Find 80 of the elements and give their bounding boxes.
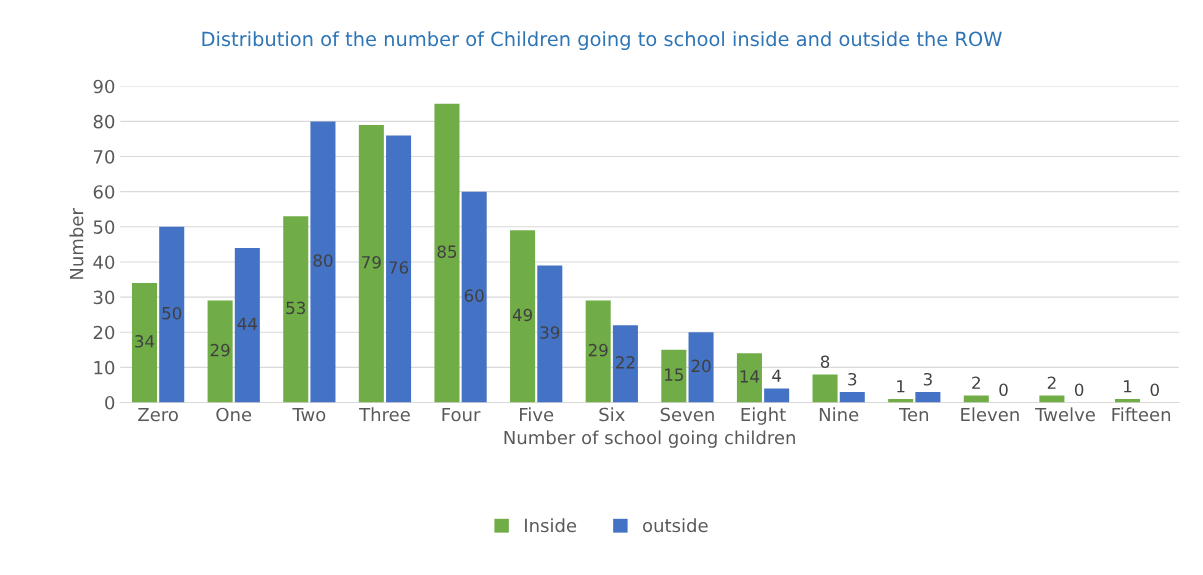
y-tick-label: 70 <box>93 149 115 164</box>
data-label: 20 <box>691 359 711 373</box>
data-label: 53 <box>286 301 305 315</box>
data-label: 2 <box>972 376 980 389</box>
y-tick-label: 90 <box>93 79 115 94</box>
bar <box>1039 395 1065 403</box>
bar <box>386 135 412 403</box>
x-tick-label: Eight <box>741 407 786 425</box>
bar <box>234 247 260 403</box>
bar <box>688 332 714 403</box>
data-label: 14 <box>740 370 760 383</box>
x-tick-label: Three <box>359 407 410 422</box>
bar <box>915 391 941 403</box>
data-label: 76 <box>389 261 409 274</box>
x-axis-title: Number of school going children <box>504 430 795 448</box>
x-tick-label: Six <box>599 407 625 422</box>
data-label: 49 <box>512 308 533 322</box>
x-tick-label: Seven <box>660 407 714 422</box>
x-tick-label: Fifteen <box>1112 407 1171 422</box>
data-label: 4 <box>772 369 782 382</box>
bar <box>963 395 989 403</box>
data-label: 2 <box>1047 376 1056 389</box>
bar <box>537 265 563 403</box>
y-tick-label: 0 <box>105 395 115 410</box>
data-label: 15 <box>665 368 683 381</box>
bar <box>510 230 536 403</box>
data-label: 3 <box>848 372 857 386</box>
bar <box>736 353 762 403</box>
x-tick-label: One <box>216 407 252 422</box>
bar <box>207 300 233 403</box>
legend-label: Inside <box>525 518 577 533</box>
bar <box>159 226 185 403</box>
y-tick-label: 50 <box>93 220 115 234</box>
y-tick-label: 30 <box>93 290 115 305</box>
y-tick-label: 60 <box>93 185 115 199</box>
data-label: 1 <box>1124 380 1132 393</box>
bar <box>585 300 611 403</box>
bar <box>764 388 790 403</box>
bar <box>283 216 309 403</box>
data-label: 29 <box>588 343 608 357</box>
data-label: 0 <box>999 383 1008 397</box>
x-tick-label: Nine <box>819 407 859 422</box>
chart-title: Distribution of the number of Children going to school inside and outside the ROW <box>202 31 1002 51</box>
legend-label: outside <box>643 518 708 533</box>
x-tick-label: Eleven <box>961 407 1019 422</box>
x-tick-label: Zero <box>138 407 178 422</box>
x-tick-label: Two <box>292 407 326 422</box>
y-tick-label: 40 <box>93 255 115 270</box>
x-tick-label: Four <box>442 407 481 422</box>
y-tick-label: 10 <box>94 360 115 375</box>
data-label: 79 <box>362 255 381 269</box>
data-label: 50 <box>162 306 182 320</box>
bar <box>612 325 638 403</box>
bar <box>358 124 384 403</box>
x-tick-label: Ten <box>898 407 928 422</box>
y-tick-label: 80 <box>93 114 115 129</box>
x-tick-label: Twelve <box>1035 407 1095 422</box>
data-label: 3 <box>923 372 932 386</box>
data-label: 8 <box>820 355 830 368</box>
data-label: 44 <box>237 317 258 330</box>
bar <box>839 391 865 403</box>
data-label: 39 <box>540 326 560 339</box>
data-label: 34 <box>135 334 155 348</box>
data-label: 29 <box>210 343 230 357</box>
bar <box>661 349 687 403</box>
data-label: 1 <box>897 380 905 393</box>
bar <box>812 374 838 403</box>
bar <box>461 191 487 403</box>
data-label: 85 <box>437 245 457 258</box>
data-label: 0 <box>1150 383 1159 397</box>
data-label: 80 <box>313 254 333 267</box>
data-label: 0 <box>1074 383 1084 397</box>
bar <box>131 283 158 403</box>
data-label: 60 <box>464 289 484 302</box>
y-axis-title: Number <box>69 208 84 279</box>
bar <box>310 121 336 403</box>
y-tick-label: 20 <box>93 325 115 340</box>
bar <box>434 103 460 403</box>
data-label: 22 <box>616 356 635 369</box>
x-tick-label: Five <box>520 407 554 422</box>
